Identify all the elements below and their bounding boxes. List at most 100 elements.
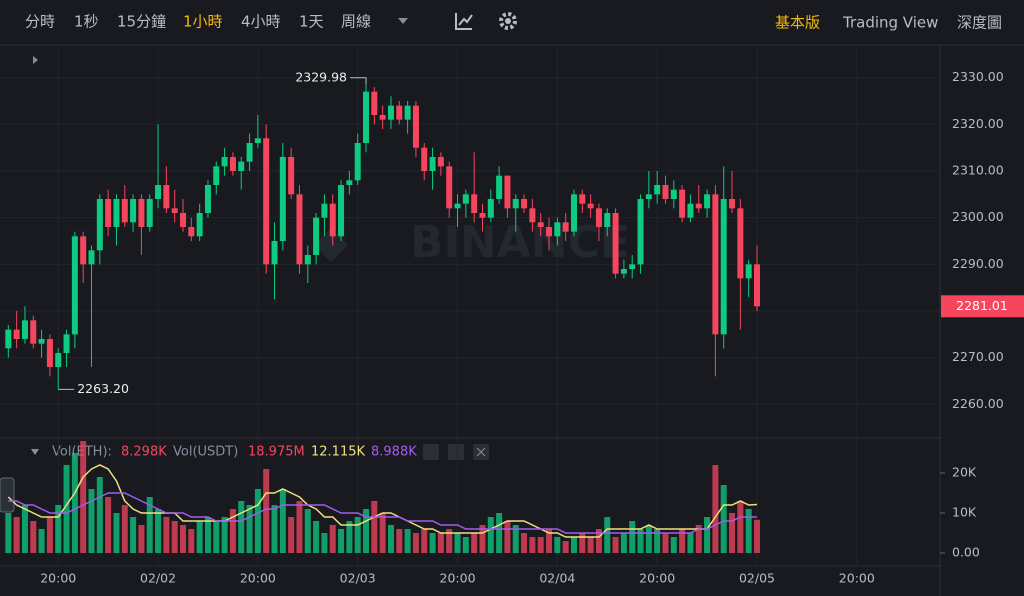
- volume-bar: [155, 509, 162, 553]
- candle-body: [88, 250, 95, 265]
- volume-bar: [329, 525, 336, 553]
- volume-bar: [188, 529, 195, 553]
- volume-usdt-value: 18.975M: [248, 445, 305, 460]
- volume-bar: [496, 513, 503, 553]
- candle-body: [5, 329, 12, 349]
- interval-button[interactable]: 周線: [341, 13, 371, 31]
- candle-body: [188, 227, 195, 237]
- dropdown-icon[interactable]: [398, 18, 408, 24]
- indicator-icon[interactable]: [455, 13, 473, 30]
- y-tick-label: 2290.00: [952, 256, 1004, 271]
- settings-icon[interactable]: [499, 12, 517, 30]
- volume-bar: [88, 489, 95, 553]
- interval-button[interactable]: 15分鐘: [117, 13, 166, 31]
- high-label: 2329.98: [295, 69, 347, 84]
- pane-handle[interactable]: [0, 477, 15, 513]
- volume-bar: [537, 537, 544, 553]
- volume-bar: [321, 533, 328, 553]
- candle-body: [279, 157, 286, 241]
- volume-bar: [529, 537, 536, 553]
- candle-body: [204, 185, 211, 213]
- volume-bar: [254, 489, 261, 553]
- candle-body: [587, 203, 594, 209]
- volume-bar: [288, 517, 295, 553]
- candle-body: [396, 105, 403, 120]
- candle-body: [462, 194, 469, 204]
- candle-body: [321, 203, 328, 218]
- candle-body: [446, 166, 453, 209]
- candle-body: [30, 320, 37, 344]
- volume-bar: [645, 525, 652, 553]
- collapse-icon[interactable]: [33, 56, 38, 64]
- candle-body: [63, 334, 70, 353]
- candle-body: [679, 189, 686, 218]
- volume-bar: [121, 505, 128, 553]
- candle-body: [729, 199, 736, 209]
- candle-body: [745, 264, 752, 279]
- candle-body: [13, 329, 20, 339]
- volume-bar: [462, 537, 469, 553]
- mode-button[interactable]: Trading View: [842, 14, 938, 32]
- volume-bar: [105, 497, 112, 553]
- volume-bar: [5, 513, 12, 553]
- candle-body: [38, 339, 45, 344]
- volume-bar: [379, 513, 386, 553]
- volume-bar: [662, 533, 669, 553]
- candle-body: [363, 91, 370, 143]
- mode-button[interactable]: 基本版: [775, 14, 820, 32]
- interval-button[interactable]: 1小時: [183, 13, 223, 31]
- candle-body: [521, 199, 528, 209]
- volume-bar: [679, 529, 686, 553]
- candle-body: [529, 208, 536, 223]
- volume-bar: [479, 525, 486, 553]
- volume-bar: [654, 529, 661, 553]
- candle-body: [421, 147, 428, 171]
- candle-body: [221, 157, 228, 167]
- candle-body: [604, 213, 611, 227]
- interval-button[interactable]: 1秒: [74, 13, 99, 31]
- volume-bar: [512, 525, 519, 553]
- candle-body: [387, 105, 394, 120]
- candle-body: [346, 180, 353, 185]
- y-tick-label: 2320.00: [952, 116, 1004, 131]
- interval-button[interactable]: 1天: [299, 13, 324, 31]
- volume-bar: [204, 517, 211, 553]
- settings-small-icon[interactable]: [448, 444, 464, 460]
- candle-body: [146, 199, 153, 227]
- candle-body: [130, 199, 137, 223]
- candle-body: [562, 222, 569, 232]
- volume-bar: [720, 485, 727, 553]
- volume-usdt-name: Vol(USDT): [173, 445, 238, 460]
- volume-toggle[interactable]: [31, 449, 39, 455]
- volume-bar: [171, 521, 178, 553]
- x-tick-label: 02/05: [739, 571, 775, 586]
- volume-bar: [96, 477, 103, 553]
- volume-bar: [753, 519, 760, 553]
- candle-body: [546, 227, 553, 237]
- candle-body: [296, 194, 303, 265]
- candle-body: [437, 157, 444, 167]
- volume-bar: [687, 533, 694, 553]
- interval-button[interactable]: 4小時: [241, 13, 281, 31]
- candle-body: [71, 236, 78, 335]
- eye-icon[interactable]: [423, 444, 439, 460]
- interval-button[interactable]: 分時: [25, 13, 55, 31]
- volume-bar: [46, 517, 53, 553]
- y-tick-label: 2310.00: [952, 163, 1004, 178]
- y-tick-label: 2300.00: [952, 209, 1004, 224]
- candle-body: [579, 194, 586, 204]
- candle-body: [471, 194, 478, 213]
- volume-bar: [487, 517, 494, 553]
- candle-body: [454, 203, 461, 209]
- volume-tick-label: 10K: [952, 505, 977, 520]
- volume-bar: [71, 453, 78, 553]
- volume-bar: [670, 537, 677, 553]
- candle-body: [196, 213, 203, 237]
- y-tick-label: 2330.00: [952, 69, 1004, 84]
- volume-bar: [620, 533, 627, 553]
- candle-body: [180, 213, 187, 227]
- mode-button[interactable]: 深度圖: [957, 14, 1002, 32]
- candle-body: [80, 236, 87, 265]
- candle-body: [654, 185, 661, 195]
